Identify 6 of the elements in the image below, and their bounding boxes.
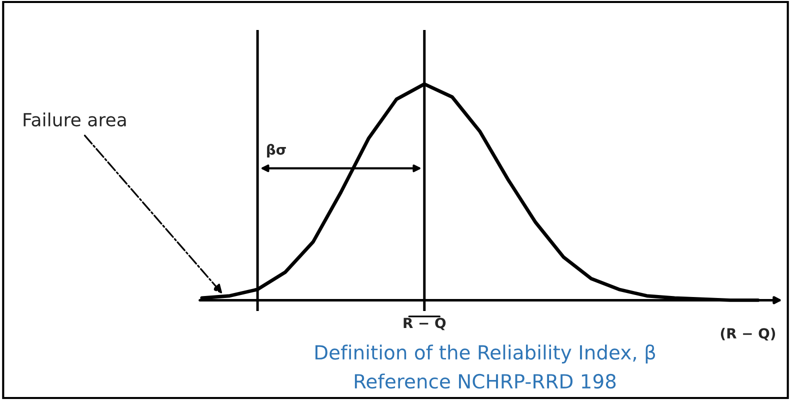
text: Reference NCHRP-RRD 198 xyxy=(354,374,616,389)
text: Failure area xyxy=(24,112,126,126)
x-axis-title: (R − Q) xyxy=(720,328,776,340)
text: Definition of the Reliability Index, β xyxy=(315,344,656,364)
text: R − Q xyxy=(404,318,446,330)
annotation: βσ xyxy=(267,144,286,158)
